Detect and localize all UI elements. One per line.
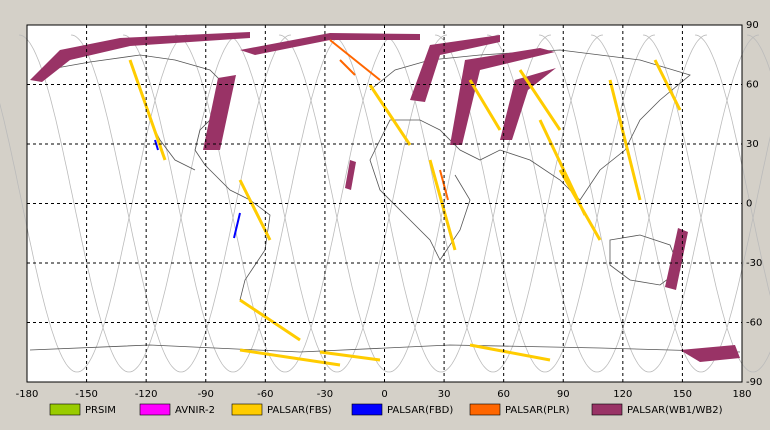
legend-label: PALSAR(FBD) xyxy=(387,405,453,416)
x-tick-label: -30 xyxy=(317,389,333,400)
legend-label: PALSAR(PLR) xyxy=(505,405,570,416)
swath-fbs xyxy=(128,59,682,367)
orbit-track xyxy=(648,34,760,373)
y-tick-label: 90 xyxy=(746,20,759,31)
coastline-americas xyxy=(44,54,271,301)
x-tick-label: 90 xyxy=(557,389,570,400)
x-tick-label: -150 xyxy=(75,389,98,400)
x-tick-label: -120 xyxy=(135,389,158,400)
legend-swatch xyxy=(231,403,263,416)
legend-label: PRSIM xyxy=(85,405,116,416)
orbit-track xyxy=(0,102,78,373)
legend-label: PALSAR(WB1/WB2) xyxy=(627,405,723,416)
orbit-track xyxy=(330,34,442,373)
legend: PRSIM AVNIR-2 PALSAR(FBS) PALSAR(FBD) PALSAR… xyxy=(49,403,723,416)
y-tick-label: 30 xyxy=(746,139,759,150)
swath-plr xyxy=(329,39,449,201)
swath-wb xyxy=(500,68,556,140)
y-tick-label: -90 xyxy=(746,377,762,388)
legend-swatch xyxy=(139,403,171,416)
x-tick-label: 60 xyxy=(497,389,510,400)
swaths xyxy=(30,32,740,367)
x-tick-label: -180 xyxy=(16,389,39,400)
swath-wb xyxy=(410,35,500,102)
x-tick-label: 30 xyxy=(438,389,451,400)
coastlines xyxy=(29,49,741,353)
orbit-track xyxy=(694,34,770,297)
swath-wb xyxy=(680,345,740,362)
tick-labels: -180 -150 -120 -90 -60 -30 0 30 60 90 120 150 180-90… xyxy=(16,20,763,400)
orbit-track xyxy=(18,34,130,373)
map-frame xyxy=(26,24,743,383)
y-tick-label: -60 xyxy=(746,318,762,329)
y-tick-label: 60 xyxy=(746,80,759,91)
legend-swatch xyxy=(469,403,501,416)
x-tick-label: 180 xyxy=(732,389,751,400)
swath-wb xyxy=(203,75,236,150)
swath-wb xyxy=(345,160,356,190)
swath-fbd xyxy=(154,139,241,239)
orbit-track xyxy=(180,34,292,373)
swath-wb xyxy=(240,33,420,55)
legend-swatch xyxy=(351,403,383,416)
coastline-eurasia-africa xyxy=(369,49,691,261)
x-tick-label: -60 xyxy=(257,389,273,400)
orbit-track xyxy=(492,34,604,373)
orbit-track xyxy=(746,34,770,72)
orbit-track xyxy=(174,34,286,373)
coastline-antarctica xyxy=(29,344,741,353)
y-tick-label: -30 xyxy=(746,258,762,269)
legend-swatch xyxy=(591,403,623,416)
legend-swatch xyxy=(49,403,81,416)
legend-label: AVNIR-2 xyxy=(175,405,215,416)
x-tick-label: 120 xyxy=(613,389,632,400)
y-tick-label: 0 xyxy=(746,199,752,210)
x-tick-label: 0 xyxy=(381,389,387,400)
x-tick-label: -90 xyxy=(198,389,214,400)
swath-wb xyxy=(30,32,250,82)
swath-wb xyxy=(450,48,555,145)
x-tick-label: 150 xyxy=(673,389,692,400)
legend-label: PALSAR(FBS) xyxy=(267,405,332,416)
